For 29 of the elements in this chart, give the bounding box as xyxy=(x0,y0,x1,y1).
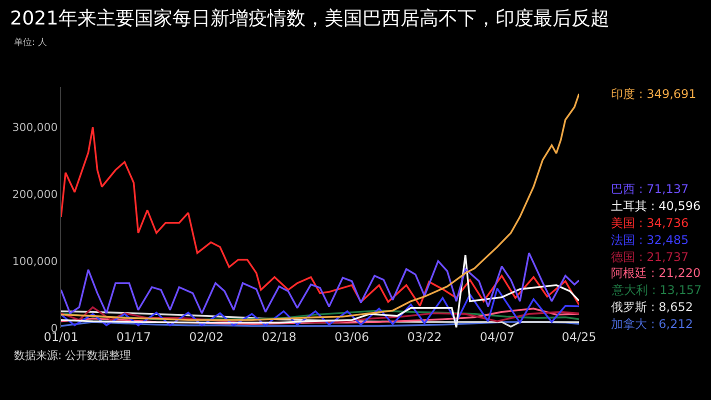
line-series xyxy=(61,93,579,321)
x-tick-label: 02/18 xyxy=(262,330,296,344)
source-note: 数据来源: 公开数据整理 xyxy=(14,349,132,362)
text: 土耳其 : 40,596 xyxy=(611,199,701,213)
text: 加拿大 : 6,212 xyxy=(611,317,694,331)
text: 巴西 : 71,137 xyxy=(611,182,689,196)
text: 法国 : 32,485 xyxy=(611,233,689,247)
text: 德国 : 21,737 xyxy=(611,250,689,264)
text: 意大利 : 13,157 xyxy=(612,283,702,297)
chart-subtitle: 单位: 人 xyxy=(14,37,47,48)
y-tick-label: 300,000 xyxy=(12,121,58,134)
text: 俄罗斯 : 8,652 xyxy=(611,300,694,314)
x-tick-label: 03/22 xyxy=(407,330,442,344)
y-tick-label: 200,000 xyxy=(12,188,58,201)
x-tick-label: 04/25 xyxy=(562,330,596,344)
chart-title: 2021年来主要国家每日新增疫情数，美国巴西居高不下，印度最后反超 xyxy=(10,8,610,30)
y-tick-label: 100,000 xyxy=(12,254,58,268)
x-tick-label: 03/06 xyxy=(334,330,370,344)
text: 印度 : 349,691 xyxy=(611,87,696,101)
x-tick-label: 02/02 xyxy=(189,330,224,344)
text: 阿根廷 : 21,220 xyxy=(611,266,701,280)
line-series xyxy=(61,126,579,307)
line-series xyxy=(61,254,579,328)
line-series xyxy=(61,252,579,314)
x-tick-label: 04/07 xyxy=(480,330,515,344)
line-series xyxy=(61,310,579,328)
line-series xyxy=(61,288,579,326)
text: 美国 : 34,736 xyxy=(611,216,689,230)
x-tick-label: 01/17 xyxy=(116,330,151,344)
